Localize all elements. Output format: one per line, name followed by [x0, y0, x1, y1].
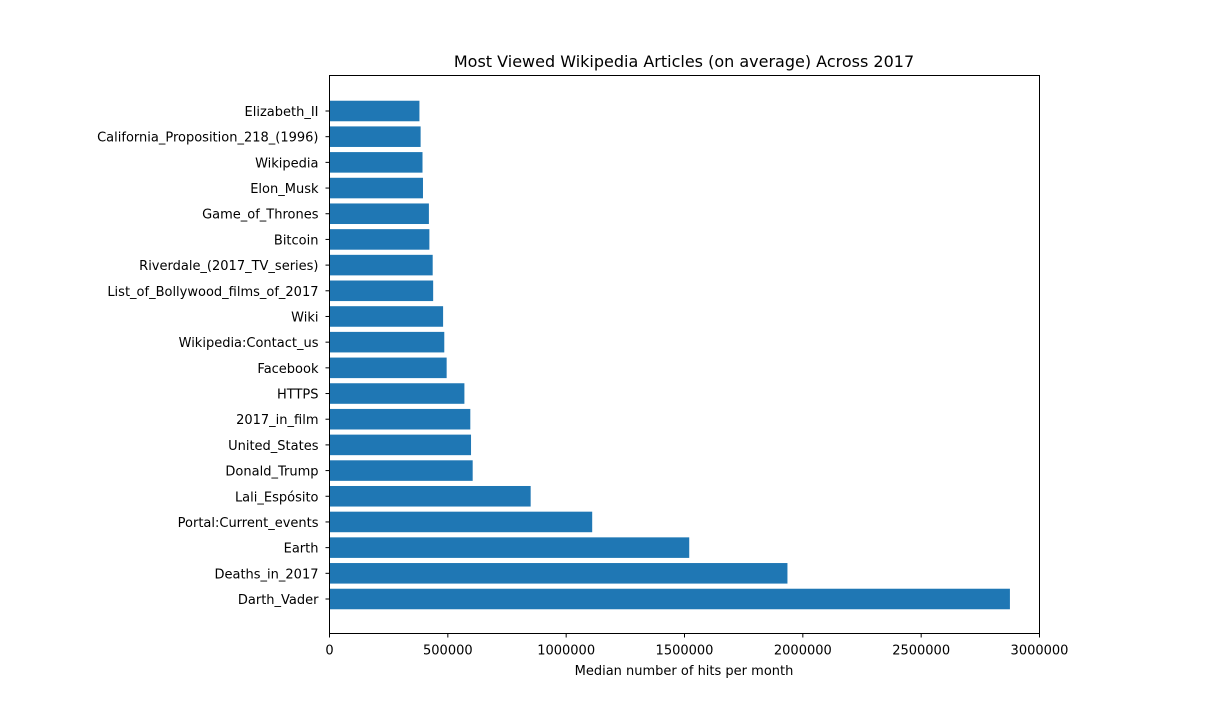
y-tick-label: Earth — [284, 542, 319, 557]
x-tick-label: 500000 — [423, 644, 473, 659]
bar — [329, 254, 433, 276]
bar — [329, 408, 471, 430]
y-tick-label: United_States — [228, 439, 319, 454]
y-tick-label: Darth_Vader — [238, 593, 319, 608]
bar — [329, 460, 473, 481]
bar — [329, 203, 429, 225]
bar — [329, 280, 434, 302]
bars-layer — [329, 100, 1010, 610]
bar — [329, 100, 420, 122]
bar — [329, 383, 465, 404]
bar — [329, 152, 423, 173]
plot-frame — [329, 75, 1040, 634]
bar — [329, 434, 472, 456]
y-tick-label: List_of_Bollywood_films_of_2017 — [107, 285, 318, 300]
bar — [329, 177, 423, 199]
y-tick-label: 2017_in_film — [236, 413, 318, 428]
y-tick-label: HTTPS — [277, 388, 319, 403]
y-tick-label: Donald_Trump — [225, 465, 318, 480]
y-tick-label: Wiki — [291, 310, 318, 325]
y-tick-label: Elizabeth_II — [245, 105, 319, 120]
x-axis-ticks: 0 500000 1000000 1500000 2000000 2500000 30000… — [325, 633, 1069, 659]
bar — [329, 537, 690, 558]
y-tick-label: Wikipedia — [255, 156, 318, 171]
x-tick-label: 3000000 — [1011, 644, 1069, 659]
y-axis-ticks: Darth_Vader Deaths_in_2017 Earth Portal:Cur… — [97, 105, 330, 608]
y-tick-label: Facebook — [257, 362, 319, 377]
bar — [329, 563, 788, 584]
chart-title: Most Viewed Wikipedia Articles (on avera… — [454, 52, 914, 71]
bar — [329, 126, 421, 147]
bar — [329, 357, 447, 379]
y-tick-label: Portal:Current_events — [178, 516, 319, 531]
x-tick-label: 2500000 — [892, 644, 950, 659]
y-tick-label: Riverdale_(2017_TV_series) — [139, 259, 318, 274]
y-tick-label: Elon_Musk — [250, 182, 319, 197]
bar — [329, 306, 444, 327]
x-tick-label: 2000000 — [774, 644, 832, 659]
x-tick-label: 1000000 — [537, 644, 595, 659]
bar — [329, 331, 445, 353]
y-tick-label: Game_of_Thrones — [202, 208, 319, 223]
x-tick-label: 0 — [325, 644, 333, 659]
x-axis-label: Median number of hits per month — [575, 664, 794, 679]
bar — [329, 229, 430, 250]
bar — [329, 485, 531, 507]
x-tick-label: 1500000 — [656, 644, 714, 659]
y-tick-label: Deaths_in_2017 — [214, 567, 318, 582]
y-tick-label: Lali_Espósito — [235, 490, 319, 505]
y-tick-label: Wikipedia:Contact_us — [179, 336, 319, 351]
bar — [329, 588, 1010, 610]
y-tick-label: California_Proposition_218_(1996) — [97, 131, 318, 146]
y-tick-label: Bitcoin — [274, 233, 319, 248]
bar — [329, 511, 593, 533]
